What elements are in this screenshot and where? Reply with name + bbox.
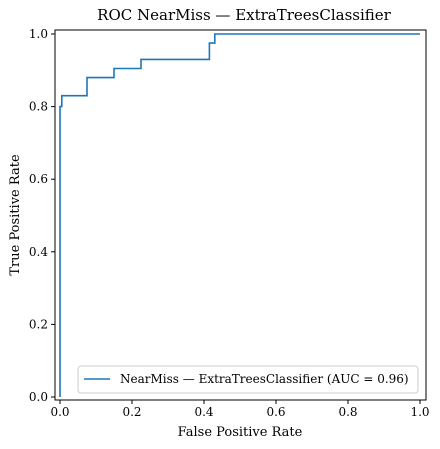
legend: NearMiss — ExtraTreesClassifier (AUC = 0… bbox=[77, 365, 419, 394]
legend-entry-label: NearMiss — ExtraTreesClassifier (AUC = 0… bbox=[120, 372, 409, 386]
y-tick-label: 0.4 bbox=[29, 245, 48, 259]
x-tick-label: 0.0 bbox=[50, 405, 69, 419]
legend-box bbox=[77, 365, 419, 394]
y-tick-label: 0.2 bbox=[29, 317, 48, 331]
x-axis: 0.0 0.2 0.4 0.6 0.8 1.0 bbox=[50, 400, 430, 419]
y-tick-label: 0.0 bbox=[29, 390, 48, 404]
x-tick-label: 1.0 bbox=[410, 405, 429, 419]
x-tick-label: 0.8 bbox=[338, 405, 357, 419]
y-axis-label: True Positive Rate bbox=[8, 154, 23, 276]
roc-curve-line bbox=[59, 33, 420, 397]
x-tick-label: 0.6 bbox=[266, 405, 285, 419]
x-tick-label: 0.4 bbox=[194, 405, 213, 419]
y-axis: 0.0 0.2 0.4 0.6 0.8 1.0 bbox=[29, 27, 55, 404]
plot-frame bbox=[54, 29, 427, 401]
x-tick-label: 0.2 bbox=[122, 405, 141, 419]
x-axis-label: False Positive Rate bbox=[178, 425, 303, 440]
chart-title: ROC NearMiss — ExtraTreesClassifier bbox=[97, 6, 392, 24]
y-tick-label: 1.0 bbox=[29, 27, 48, 41]
plot-area bbox=[59, 33, 420, 397]
y-tick-label: 0.8 bbox=[29, 100, 48, 114]
y-tick-label: 0.6 bbox=[29, 172, 48, 186]
